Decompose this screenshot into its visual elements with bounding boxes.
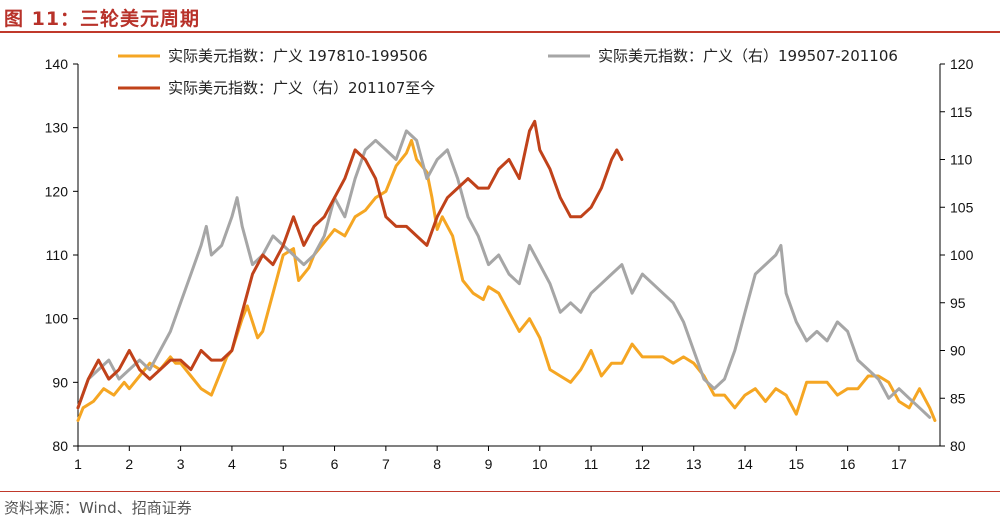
x-tick-label: 6 [331, 456, 339, 472]
x-tick-label: 4 [228, 456, 236, 472]
x-tick-label: 8 [433, 456, 441, 472]
series-line-1 [76, 138, 937, 422]
legend-label-3: 实际美元指数：广义（右）201107至今 [168, 79, 435, 97]
chart-axes [77, 64, 941, 447]
source-divider [0, 491, 1000, 492]
x-tick-label: 9 [485, 456, 493, 472]
y-left-tick-label: 90 [52, 374, 68, 390]
chart-series [76, 119, 937, 422]
x-tick-label: 2 [125, 456, 133, 472]
y-left-tick-label: 130 [45, 120, 69, 136]
figure-title: 图 11：三轮美元周期 [4, 8, 201, 30]
x-tick-label: 17 [891, 456, 907, 472]
y-right-tick-label: 110 [950, 152, 973, 168]
x-tick-label: 1 [74, 456, 82, 472]
x-tick-label: 7 [382, 456, 390, 472]
x-tick-label: 5 [279, 456, 287, 472]
chart-ticks: 1 2 3 4 5 6 7 8 9 10 11 12 13 14 15 16 17809010011012013… [45, 56, 974, 472]
y-left-tick-label: 100 [45, 311, 69, 327]
x-tick-label: 13 [686, 456, 702, 472]
y-right-tick-label: 115 [950, 104, 973, 120]
y-right-tick-label: 120 [950, 56, 974, 72]
legend-label-1: 实际美元指数：广义 197810-199506 [168, 47, 428, 65]
x-tick-label: 15 [789, 456, 805, 472]
x-tick-label: 16 [840, 456, 856, 472]
y-right-tick-label: 80 [950, 438, 966, 454]
line-chart: 1 2 3 4 5 6 7 8 9 10 11 12 13 14 15 16 17809010011012013… [45, 47, 974, 472]
y-left-tick-label: 140 [45, 56, 69, 72]
x-tick-label: 12 [635, 456, 651, 472]
y-left-tick-label: 110 [46, 247, 69, 263]
x-tick-label: 3 [177, 456, 185, 472]
y-left-tick-label: 80 [52, 438, 68, 454]
y-right-tick-label: 105 [950, 199, 974, 215]
y-right-tick-label: 85 [950, 390, 966, 406]
series-line-2 [76, 129, 932, 419]
title-divider [0, 31, 1000, 33]
x-tick-label: 14 [737, 456, 753, 472]
y-left-tick-label: 120 [45, 183, 69, 199]
y-right-tick-label: 90 [950, 343, 966, 359]
legend-label-2: 实际美元指数：广义（右）199507-201106 [598, 47, 898, 65]
chart-legend: 实际美元指数：广义 197810-199506 实际美元指数：广义（右）19950… [118, 47, 898, 97]
x-tick-label: 11 [584, 456, 599, 472]
y-right-tick-label: 95 [950, 295, 966, 311]
series-line-3 [76, 119, 624, 410]
y-right-tick-label: 100 [950, 247, 974, 263]
source-note: 资料来源：Wind、招商证券 [4, 499, 192, 517]
x-tick-label: 10 [532, 456, 548, 472]
title-bar: 图 11：三轮美元周期 [0, 0, 1000, 34]
